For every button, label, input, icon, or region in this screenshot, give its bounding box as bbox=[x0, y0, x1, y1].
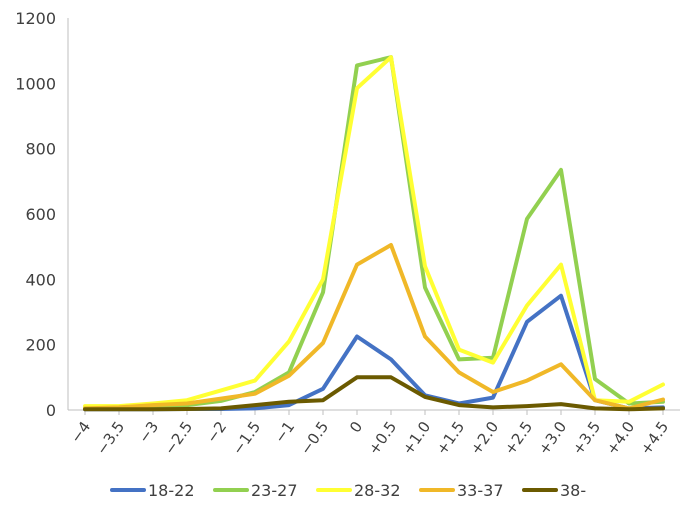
series-line-23-27 bbox=[83, 55, 665, 411]
y-tick-label: 400 bbox=[25, 270, 56, 289]
x-tick-label: +2.0 bbox=[467, 418, 503, 458]
y-tick-label: 0 bbox=[46, 401, 56, 420]
legend-label: 18-22 bbox=[148, 481, 195, 500]
x-tick-label: −3 bbox=[135, 418, 162, 446]
series-line-28-32 bbox=[83, 55, 665, 409]
x-tick-label: +1.0 bbox=[399, 418, 435, 458]
y-tick-label: 200 bbox=[25, 336, 56, 355]
x-tick-label: −2 bbox=[203, 418, 230, 446]
x-tick-label: −3.5 bbox=[93, 418, 129, 458]
series-line-18-22 bbox=[83, 293, 665, 412]
x-tick-label: +2.5 bbox=[501, 418, 537, 458]
series-lines bbox=[83, 55, 665, 412]
legend-label: 33-37 bbox=[457, 481, 504, 500]
x-tick-label: −2.5 bbox=[161, 418, 197, 458]
x-tick-label: +0.5 bbox=[365, 418, 401, 458]
x-tick-label: 0 bbox=[346, 418, 366, 436]
x-tick-label: −4 bbox=[67, 418, 94, 446]
x-tick-label: −0.5 bbox=[297, 418, 333, 458]
axes: 0 200 400 600 800 1000 1200 −4−3.5 −3−2.5 −2−1.5−… bbox=[15, 9, 680, 458]
x-tick-label: +3.5 bbox=[569, 418, 605, 458]
y-tick-label: 1000 bbox=[15, 74, 56, 93]
x-tick-label: −1 bbox=[271, 418, 298, 446]
x-tick-label: +1.5 bbox=[433, 418, 469, 458]
x-tick-label: +4.0 bbox=[603, 418, 639, 458]
legend: 18-22 23-27 28-32 33-37 38- bbox=[110, 481, 586, 500]
legend-label: 28-32 bbox=[354, 481, 401, 500]
x-tick-label: +3.0 bbox=[535, 418, 571, 458]
x-tick-label: −1.5 bbox=[229, 418, 265, 458]
y-tick-label: 1200 bbox=[15, 9, 56, 28]
legend-label: 23-27 bbox=[251, 481, 298, 500]
y-tick-label: 800 bbox=[25, 140, 56, 159]
series-line-38- bbox=[83, 375, 665, 412]
x-tick-label: +4.5 bbox=[637, 418, 673, 458]
y-tick-label: 600 bbox=[25, 205, 56, 224]
series-line-33-37 bbox=[83, 243, 665, 411]
legend-label: 38- bbox=[560, 481, 586, 500]
